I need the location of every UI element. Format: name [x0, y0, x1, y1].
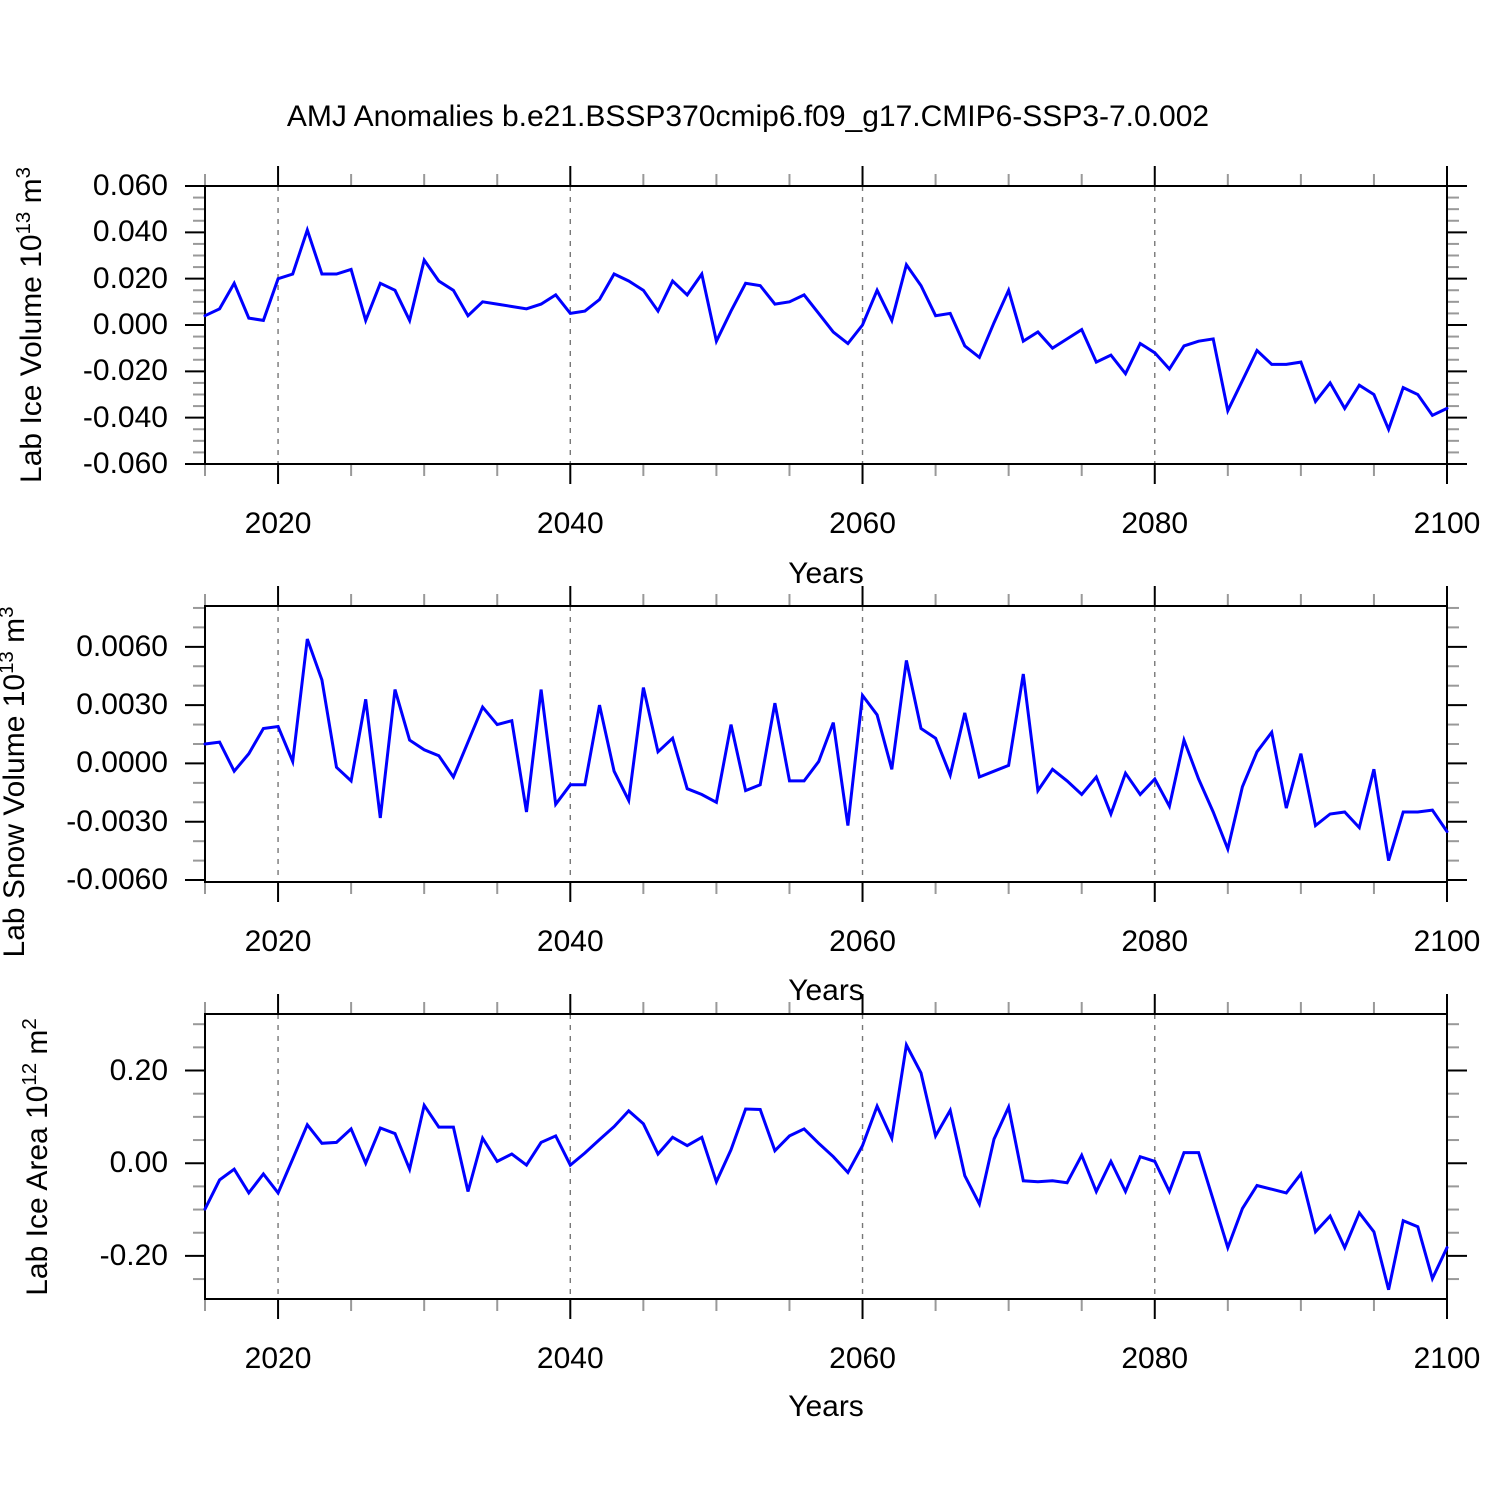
x-tick-label: 2080: [1121, 1342, 1189, 1375]
panel-lab-ice-area: [185, 994, 1467, 1319]
y-tick-label: 0.0030: [76, 688, 168, 722]
lab-snow-volume-line: [203, 638, 1449, 862]
x-tick-label: 2080: [1121, 925, 1189, 958]
chart-title: AMJ Anomalies b.e21.BSSP370cmip6.f09_g17…: [286, 100, 1210, 133]
panel-lab-ice-volume: [185, 166, 1467, 484]
y-tick-label: 0.00: [109, 1146, 168, 1180]
y-tick-label: 0.0000: [76, 746, 168, 780]
y-tick-label: -0.0030: [66, 804, 168, 838]
x-tick-label: 2040: [536, 1342, 604, 1375]
x-tick-label: 2020: [244, 1342, 312, 1375]
y-axis-label-unit-exponent: 2: [19, 1018, 41, 1030]
lab-ice-volume-line: [203, 225, 1449, 434]
y-tick-label: 0.060: [92, 169, 168, 202]
x-tick-label: 2020: [244, 507, 312, 540]
plot-frame: [204, 1013, 1448, 1300]
x-tick-label: 2100: [1413, 1342, 1481, 1375]
y-tick-label: -0.060: [82, 447, 168, 480]
y-tick-label: -0.0060: [66, 863, 168, 897]
y-tick-label: 0.000: [92, 308, 168, 341]
y-axis-label-unit-exponent: 3: [0, 607, 18, 618]
y-tick-label: 0.20: [109, 1053, 168, 1087]
x-tick-label: 2060: [829, 925, 896, 958]
plot-frame: [204, 185, 1448, 465]
y-tick-label: -0.020: [82, 354, 168, 388]
x-tick-label: 2100: [1413, 507, 1481, 540]
x-tick-label: 2060: [829, 507, 896, 540]
y-tick-label: -0.040: [82, 400, 168, 434]
y-tick-label: 0.020: [92, 261, 168, 295]
y-tick-label: 0.040: [92, 215, 168, 249]
x-axis-label-panel-3: Years: [788, 1390, 864, 1423]
x-tick-label: 2100: [1413, 925, 1481, 958]
y-tick-label: 0.0060: [76, 629, 168, 663]
x-tick-label: 2020: [244, 925, 312, 958]
x-tick-label: 2040: [536, 925, 604, 958]
y-tick-label: -0.20: [99, 1238, 168, 1272]
x-tick-label: 2040: [536, 507, 604, 540]
x-axis-label-panel-1: Years: [788, 557, 864, 590]
x-tick-label: 2080: [1121, 507, 1189, 540]
panel-lab-snow-volume: [185, 586, 1467, 902]
lab-ice-area-line: [203, 1040, 1449, 1291]
x-axis-label-panel-2: Years: [788, 974, 864, 1007]
x-tick-label: 2060: [829, 1342, 896, 1375]
